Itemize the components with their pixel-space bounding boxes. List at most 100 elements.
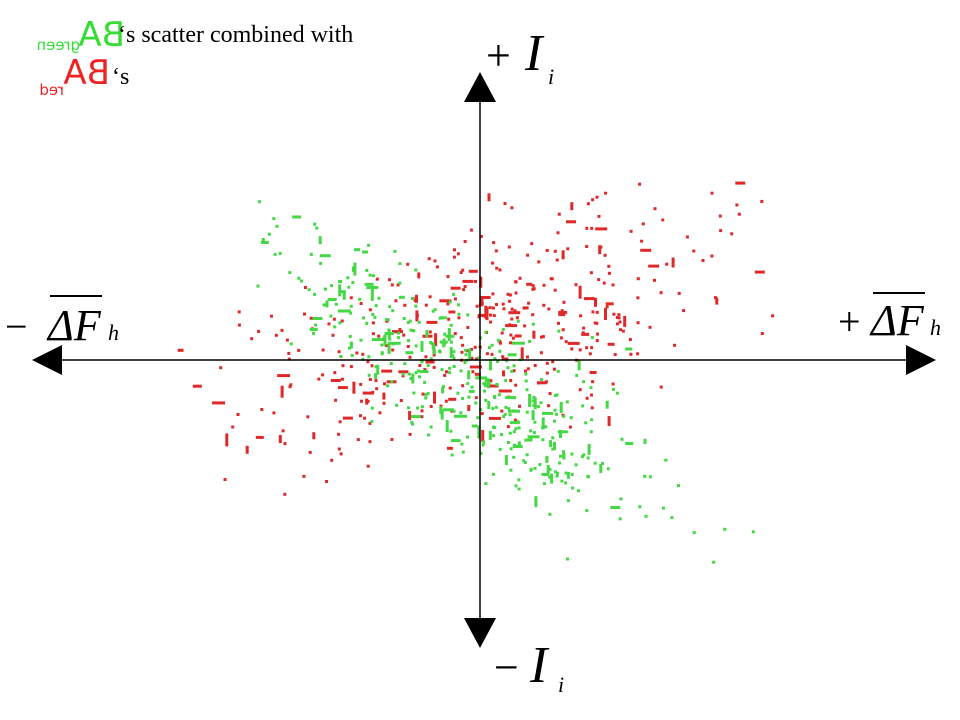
scatter-dot bbox=[420, 360, 424, 364]
scatter-dot bbox=[408, 355, 412, 359]
scatter-dot bbox=[664, 458, 668, 462]
scatter-dot bbox=[621, 329, 625, 333]
scatter-dot bbox=[452, 365, 456, 368]
scatter-dot bbox=[516, 420, 520, 424]
scatter-dot bbox=[544, 380, 548, 384]
scatter-dot bbox=[538, 463, 542, 467]
sign: − bbox=[494, 643, 519, 692]
scatter-dot bbox=[427, 433, 431, 437]
scatter-dot bbox=[491, 292, 495, 296]
scatter-dot bbox=[501, 328, 505, 331]
scatter-dot bbox=[479, 451, 483, 455]
scatter-dot bbox=[448, 397, 457, 401]
scatter-dot bbox=[489, 320, 493, 324]
scatter-dot bbox=[526, 367, 530, 371]
scatter-dot bbox=[411, 373, 415, 384]
scatter-dot bbox=[448, 371, 451, 374]
subscript: h bbox=[108, 320, 119, 345]
scatter-dot bbox=[428, 330, 432, 334]
scatter-dot bbox=[387, 329, 391, 338]
scatter-dot bbox=[760, 199, 764, 203]
scatter-dot bbox=[548, 392, 552, 396]
scatter-dot bbox=[555, 258, 559, 262]
scatter-dot bbox=[285, 338, 289, 342]
scatter-dot bbox=[477, 313, 487, 317]
scatter-dot bbox=[488, 306, 492, 310]
scatter-dot bbox=[321, 373, 325, 377]
scatter-dot bbox=[564, 471, 568, 475]
scatter-dot bbox=[489, 359, 492, 371]
scatter-dot bbox=[574, 463, 578, 467]
scatter-dot bbox=[447, 328, 451, 341]
scatter-dot bbox=[337, 432, 341, 436]
scatter-dot bbox=[363, 416, 367, 420]
scatter-dot bbox=[371, 332, 375, 336]
scatter-dot bbox=[380, 351, 384, 355]
scatter-dot bbox=[480, 298, 484, 307]
sign: + bbox=[838, 299, 861, 344]
scatter-dot bbox=[408, 432, 412, 436]
scatter-dot bbox=[377, 334, 381, 338]
scatter-dot bbox=[582, 380, 586, 384]
scatter-dot bbox=[351, 281, 355, 284]
scatter-dot bbox=[585, 245, 589, 248]
scatter-dot bbox=[567, 341, 580, 345]
scatter-dot bbox=[261, 238, 265, 241]
scatter-dot bbox=[643, 438, 647, 442]
subscript: green bbox=[37, 36, 80, 54]
scatter-dot bbox=[641, 222, 645, 226]
scatter-dot bbox=[371, 274, 375, 278]
scatter-dot bbox=[288, 271, 292, 275]
scatter-dot bbox=[446, 446, 453, 450]
scatter-dot bbox=[611, 283, 615, 287]
scatter-dot bbox=[528, 394, 532, 407]
scatter-dot bbox=[477, 425, 481, 439]
scatter-dot bbox=[389, 341, 401, 345]
scatter-dot bbox=[510, 206, 514, 210]
scatter-dot bbox=[577, 360, 581, 371]
scatter-dot bbox=[368, 378, 372, 381]
scatter-dot bbox=[382, 392, 386, 400]
scatter-dot bbox=[370, 287, 374, 301]
scatter-dot bbox=[577, 489, 580, 493]
scatter-dot bbox=[415, 294, 418, 303]
scatter-dot bbox=[504, 455, 508, 465]
scatter-dot bbox=[466, 382, 470, 386]
scatter-dot bbox=[551, 436, 555, 440]
scatter-dot bbox=[449, 323, 453, 327]
scatter-dot bbox=[461, 268, 465, 272]
scatter-dot bbox=[468, 348, 472, 359]
scatter-dot bbox=[278, 251, 282, 255]
scatter-dot bbox=[439, 299, 452, 303]
scatter-dot bbox=[277, 374, 291, 378]
symbol: ΔF bbox=[46, 301, 102, 350]
scatter-dot bbox=[409, 328, 413, 332]
scatter-dot bbox=[283, 442, 287, 446]
scatter-dot bbox=[319, 254, 331, 258]
scatter-dot bbox=[551, 447, 555, 451]
scatter-dot bbox=[557, 212, 561, 216]
scatter-dot bbox=[359, 414, 362, 418]
scatter-dot bbox=[479, 276, 483, 288]
scatter-dot bbox=[591, 198, 595, 202]
scatter-dot bbox=[498, 389, 512, 393]
scatter-dot bbox=[349, 311, 353, 315]
scatter-dot bbox=[488, 430, 492, 440]
scatter-dot bbox=[381, 369, 393, 373]
scatter-dot bbox=[525, 453, 529, 457]
scatter-dot bbox=[489, 313, 492, 317]
scatter-dot bbox=[337, 350, 341, 354]
scatter-dot bbox=[270, 314, 273, 318]
scatter-dot bbox=[643, 440, 647, 444]
scatter-dot bbox=[289, 342, 293, 346]
scatter-dot bbox=[457, 312, 461, 316]
scatter-dot bbox=[533, 364, 537, 367]
scatter-dot bbox=[453, 248, 456, 252]
scatter-dot bbox=[579, 314, 583, 318]
scatter-dot bbox=[760, 332, 764, 335]
scatter-dot bbox=[368, 308, 372, 312]
scatter-dot bbox=[629, 352, 633, 356]
scatter-dot bbox=[533, 397, 537, 410]
scatter-dot bbox=[496, 338, 500, 342]
scatter-dot bbox=[619, 497, 623, 501]
